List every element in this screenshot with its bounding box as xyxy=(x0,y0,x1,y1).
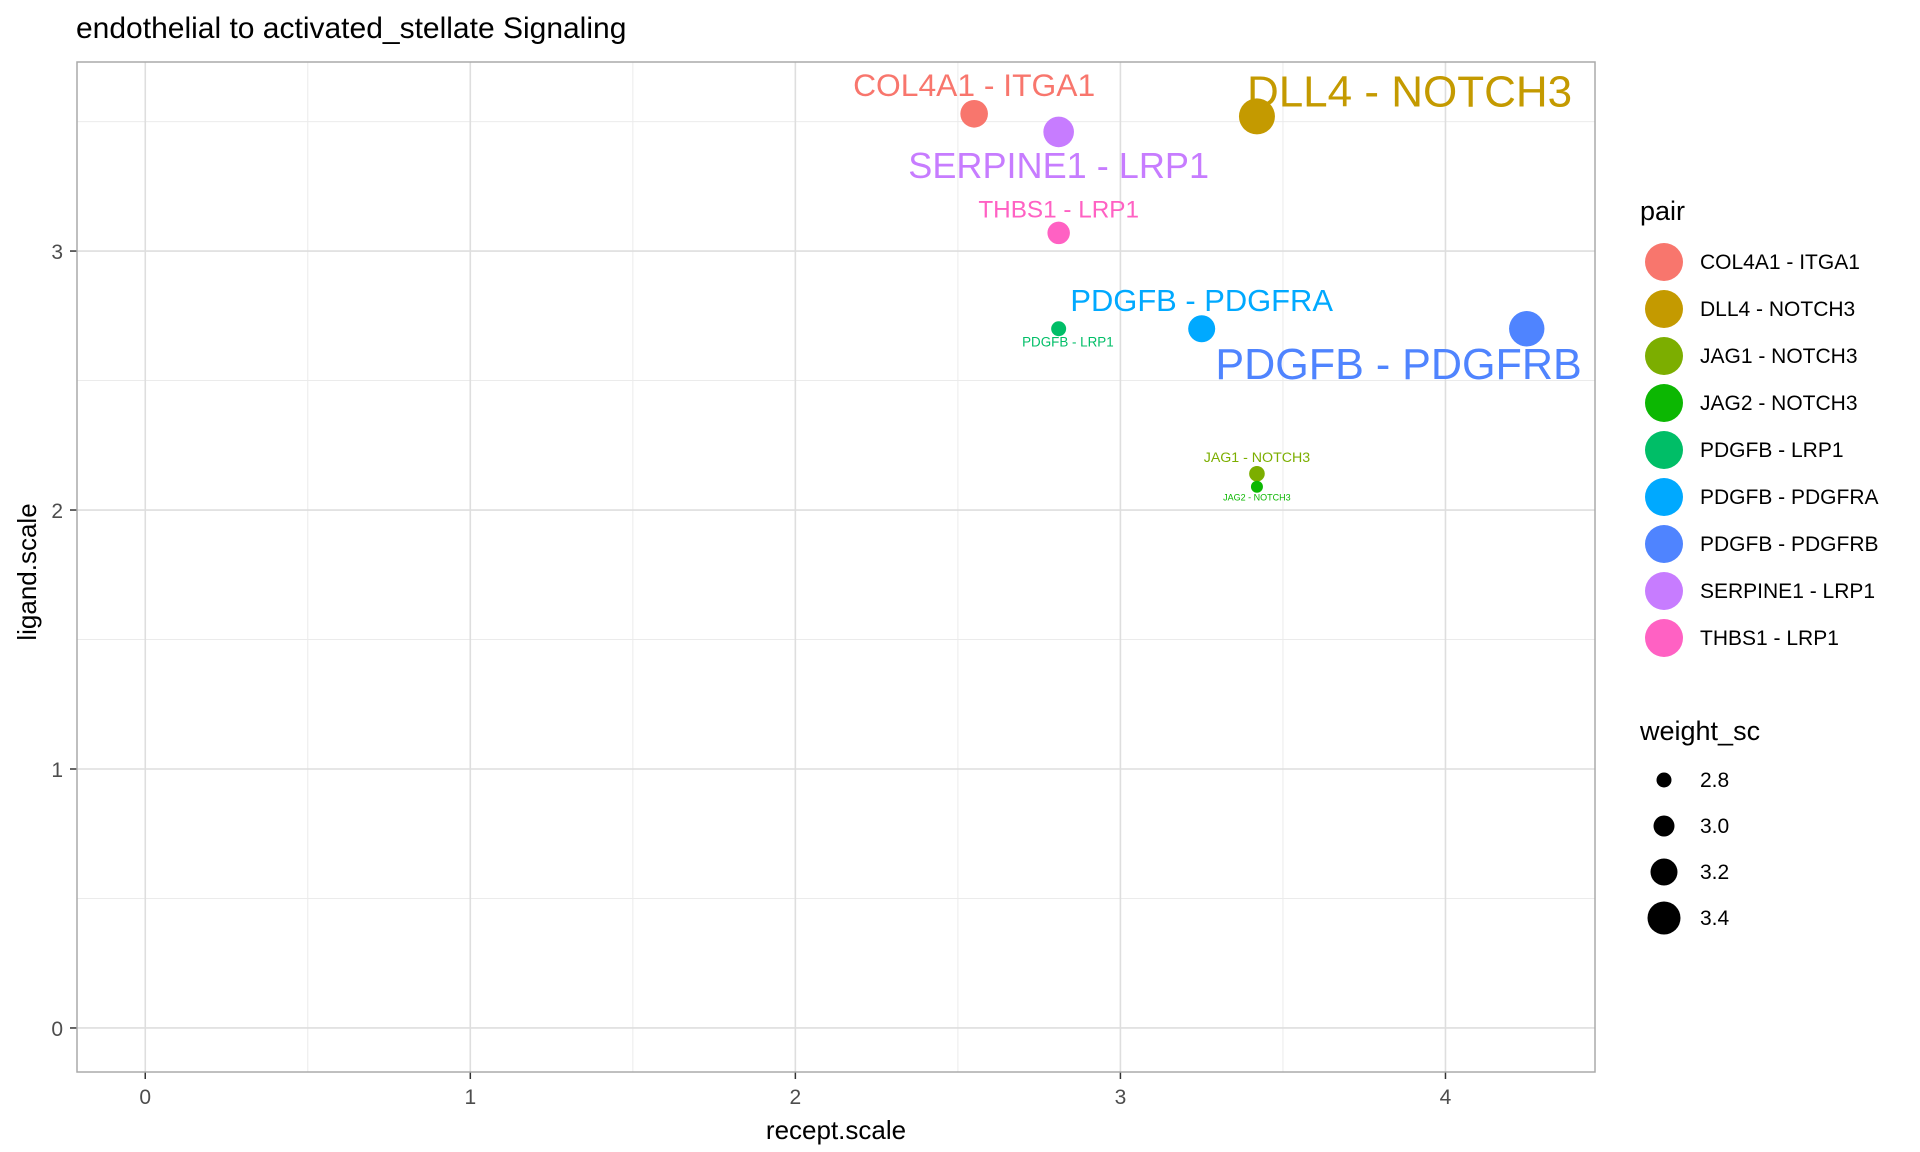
legend-swatch xyxy=(1645,431,1683,469)
data-point xyxy=(1249,465,1265,482)
x-tick-label: 3 xyxy=(1115,1086,1127,1109)
y-axis-label: ligand.scale xyxy=(12,503,42,640)
x-tick-label: 0 xyxy=(139,1086,151,1109)
chart-title: endothelial to activated_stellate Signal… xyxy=(76,12,626,45)
size-legend-items: 2.8 3.0 3.2 3.4 xyxy=(1647,769,1730,935)
data-label: SERPINE1 - LRP1 xyxy=(908,145,1209,186)
y-tick-label: 0 xyxy=(51,1018,63,1041)
data-label: JAG1 - NOTCH3 xyxy=(1204,450,1311,466)
x-tick-label: 4 xyxy=(1440,1086,1452,1109)
legend-swatch xyxy=(1645,243,1683,281)
size-legend-swatch xyxy=(1656,772,1672,788)
size-legend-label: 3.2 xyxy=(1700,861,1729,884)
data-label: JAG2 - NOTCH3 xyxy=(1223,492,1291,502)
y-tick-label: 1 xyxy=(51,759,63,782)
legend-label: DLL4 - NOTCH3 xyxy=(1700,298,1855,321)
legend-swatch xyxy=(1645,572,1683,610)
size-legend-label: 3.0 xyxy=(1700,815,1729,838)
color-legend-title: pair xyxy=(1640,196,1685,226)
data-label: DLL4 - NOTCH3 xyxy=(1247,67,1572,116)
legend-label: PDGFB - LRP1 xyxy=(1700,439,1844,462)
data-point xyxy=(1238,98,1275,135)
data-point xyxy=(1047,221,1070,245)
plot-background xyxy=(77,62,1595,1072)
legend-swatch xyxy=(1645,337,1683,375)
data-label: THBS1 - LRP1 xyxy=(978,197,1139,224)
legend-swatch xyxy=(1645,290,1683,328)
legend-swatch xyxy=(1645,478,1683,516)
plot-border xyxy=(76,61,1596,1073)
legend: pair COL4A1 - ITGA1 DLL4 - NOTCH3 JAG1 - N… xyxy=(1639,196,1879,935)
data-label: PDGFB - LRP1 xyxy=(1022,334,1114,349)
data-label: PDGFB - PDGFRB xyxy=(1215,341,1581,389)
x-tick-label: 1 xyxy=(464,1086,476,1109)
data-label: COL4A1 - ITGA1 xyxy=(853,67,1095,103)
x-tick-label: 2 xyxy=(790,1086,802,1109)
legend-swatch xyxy=(1645,525,1683,563)
data-point xyxy=(1051,321,1067,337)
color-legend-items: COL4A1 - ITGA1 DLL4 - NOTCH3 JAG1 - NOTCH3… xyxy=(1645,243,1879,657)
legend-label: PDGFB - PDGFRA xyxy=(1700,486,1879,509)
data-point xyxy=(1509,311,1545,347)
data-point xyxy=(1188,315,1216,343)
legend-label: PDGFB - PDGFRB xyxy=(1700,533,1879,556)
data-label: PDGFB - PDGFRA xyxy=(1070,283,1333,318)
legend-label: JAG2 - NOTCH3 xyxy=(1700,392,1858,415)
legend-label: COL4A1 - ITGA1 xyxy=(1700,251,1860,274)
plot-area: 0 1 2 3 4 0 1 2 3 COL4A1 - ITGA1 DLL4 - NOTCH3 JAG1… xyxy=(51,61,1596,1109)
data-point xyxy=(960,99,988,128)
legend-swatch xyxy=(1645,619,1683,657)
legend-swatch xyxy=(1645,384,1683,422)
size-legend-label: 2.8 xyxy=(1700,769,1729,792)
x-axis-label: recept.scale xyxy=(766,1115,906,1145)
legend-label: JAG1 - NOTCH3 xyxy=(1700,345,1858,368)
size-legend-label: 3.4 xyxy=(1700,907,1730,930)
legend-label: THBS1 - LRP1 xyxy=(1700,627,1839,650)
size-legend-title: weight_sc xyxy=(1639,716,1760,746)
data-point xyxy=(1043,116,1074,148)
y-tick-label: 3 xyxy=(51,241,63,264)
size-legend-swatch xyxy=(1650,858,1678,886)
data-point xyxy=(1250,480,1263,493)
y-tick-label: 2 xyxy=(51,500,63,523)
legend-label: SERPINE1 - LRP1 xyxy=(1700,580,1875,603)
size-legend-swatch xyxy=(1653,815,1675,837)
size-legend-swatch xyxy=(1647,901,1681,935)
